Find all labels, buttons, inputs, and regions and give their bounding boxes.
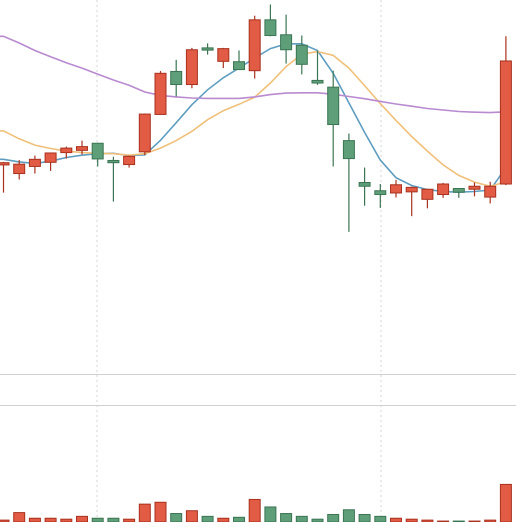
volume-bar: [107, 517, 120, 522]
moving-average-layer: [0, 35, 507, 194]
candle-body: [405, 186, 418, 193]
volume-bar: [295, 515, 308, 522]
volume-bar: [248, 498, 261, 522]
candle-body: [421, 188, 434, 200]
candle-body: [170, 70, 183, 86]
candle: [248, 15, 261, 79]
candle: [311, 50, 324, 85]
candle-body: [295, 44, 308, 65]
candle-body: [138, 113, 151, 153]
candle: [170, 59, 183, 97]
moving-average-line-3: [0, 35, 506, 114]
candle-body: [217, 48, 230, 62]
candle-body: [499, 60, 512, 185]
candle-body: [123, 155, 136, 166]
candle: [358, 167, 371, 206]
candle: [123, 155, 136, 168]
candle: [138, 113, 151, 156]
candle-body: [0, 162, 10, 166]
candle: [280, 14, 293, 64]
moving-average-line-2: [0, 50, 507, 188]
candle: [484, 181, 497, 204]
candle-body: [76, 146, 88, 151]
candle-body: [390, 184, 402, 194]
volume-bar: [327, 513, 340, 522]
volume-bar: [91, 517, 104, 522]
volume-bar: [342, 509, 355, 522]
candle: [437, 182, 450, 198]
candle-body: [248, 19, 261, 72]
candle: [91, 142, 104, 167]
candle-body: [484, 185, 497, 198]
volume-bar: [138, 503, 151, 522]
volume-bar: [170, 513, 183, 522]
candle: [201, 43, 214, 55]
volume-bar: [499, 483, 512, 522]
candle: [76, 140, 88, 155]
volume-bar: [13, 512, 26, 522]
candle: [499, 36, 512, 186]
candle: [421, 188, 434, 209]
candle-body: [233, 61, 245, 71]
candle: [342, 133, 355, 232]
candle: [60, 146, 73, 159]
candle-body: [358, 182, 371, 187]
candle: [28, 155, 41, 174]
moving-average-line-1: [0, 43, 507, 194]
volume-bar: [280, 513, 293, 522]
candle-body: [327, 86, 340, 126]
volume-bar: [390, 517, 402, 522]
candle: [107, 156, 120, 202]
volume-bar: [233, 516, 245, 522]
candle-body: [13, 163, 26, 175]
candle: [217, 47, 230, 69]
candle: [185, 47, 198, 89]
candle: [452, 187, 465, 198]
candle-body: [28, 158, 41, 167]
candle-layer: [0, 4, 512, 232]
candle: [468, 182, 481, 197]
candle-body: [60, 147, 73, 154]
volume-bar: [185, 510, 198, 522]
volume-bar: [76, 515, 88, 522]
candle-body: [185, 49, 198, 86]
candle: [295, 35, 308, 75]
candle: [0, 161, 10, 193]
candle-body: [468, 185, 481, 190]
candle-body: [44, 152, 57, 163]
candle: [374, 184, 387, 208]
candle: [405, 186, 418, 217]
volume-bar: [44, 517, 57, 522]
volume-bar: [28, 517, 41, 522]
candle-body: [91, 142, 104, 160]
candle-body: [452, 187, 465, 193]
candle-body: [342, 140, 355, 160]
candle: [390, 179, 402, 198]
candle: [327, 70, 340, 167]
volume-bar: [217, 517, 230, 522]
volume-bar: [201, 515, 214, 522]
candle-body: [280, 34, 293, 51]
candle: [154, 71, 167, 115]
candle-body: [374, 190, 387, 195]
volume-layer: [0, 483, 512, 522]
volume-bar: [264, 506, 277, 522]
candle: [13, 160, 26, 180]
volume-bar: [358, 513, 371, 522]
candle: [233, 50, 245, 71]
volume-bar: [374, 515, 387, 522]
candle-body: [201, 47, 214, 51]
candle-body: [264, 19, 277, 37]
candle-body: [107, 159, 120, 164]
candle: [44, 152, 57, 171]
candle: [264, 4, 277, 37]
candle-body: [154, 72, 167, 115]
volume-bar: [154, 501, 167, 522]
candle-body: [437, 183, 450, 195]
candle-body: [311, 79, 324, 84]
